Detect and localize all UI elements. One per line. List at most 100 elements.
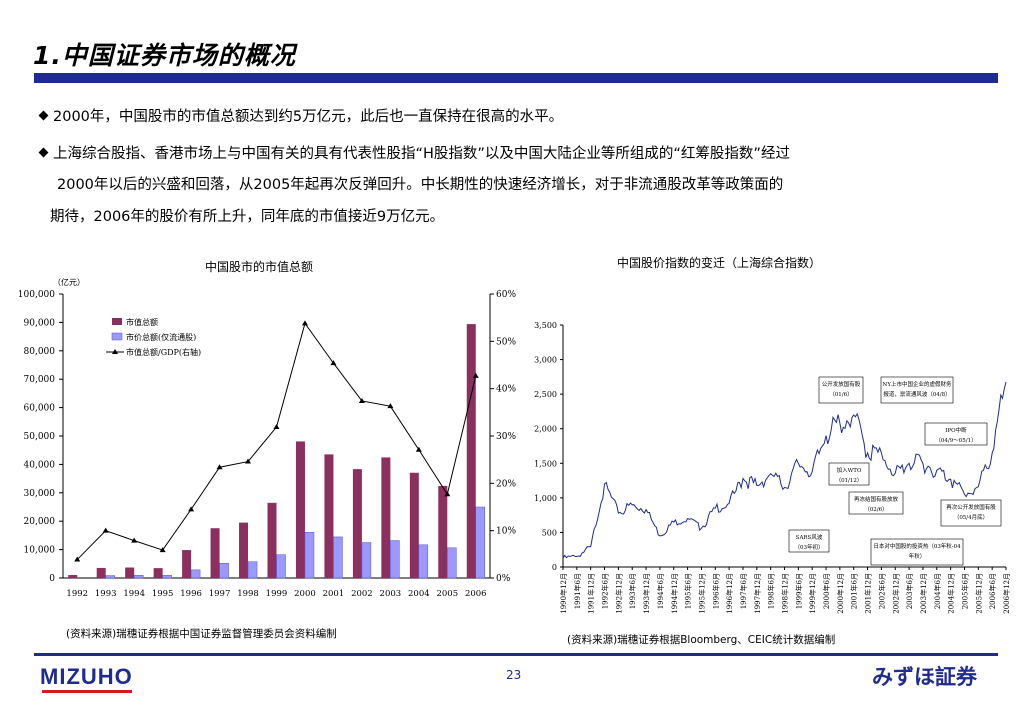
x-tick-label: 2006	[465, 589, 487, 599]
x-tick-label: 2002	[351, 589, 373, 599]
y-tick-label: 40,000	[24, 460, 56, 470]
bar-float-cap	[447, 547, 457, 579]
x-tick-label: 1997年6月	[739, 573, 748, 609]
x-tick-label: 2002年6月	[877, 573, 886, 609]
annotation-box	[940, 499, 1002, 527]
annotation-text: 报道，禀流通风波（04/8）	[883, 390, 950, 398]
x-tick-label: 2000年12月	[836, 573, 845, 614]
annotation-text: 年秋）	[909, 552, 926, 560]
x-tick-label: 1997	[209, 589, 231, 599]
title-underline-bar	[34, 73, 998, 83]
bar-market-cap	[68, 575, 78, 578]
x-tick-label: 2006年12月	[1002, 573, 1011, 614]
gdp-ratio-marker	[444, 491, 451, 497]
annotation-text: （02/6）	[864, 506, 887, 513]
diamond-bullet-icon	[38, 110, 49, 120]
x-tick-label: 1993年12月	[642, 573, 651, 614]
y-tick-label: 3,000	[534, 356, 557, 365]
y-tick-label: 70,000	[24, 375, 56, 385]
gdp-ratio-marker	[472, 372, 479, 378]
legend-marker-gdp	[112, 349, 118, 354]
legend-swatch-market-cap	[112, 318, 122, 325]
annotation-box	[788, 529, 830, 553]
right-chart-title: 中国股价指数的变迁（上海综合指数）	[617, 256, 822, 270]
gdp-ratio-marker	[74, 556, 81, 562]
x-tick-label: 2004年12月	[947, 573, 956, 614]
legend-label-float-cap: 市价总额(仅流通股)	[126, 332, 196, 342]
x-tick-label: 1994年6月	[656, 573, 665, 609]
annotation-text: （01/12）	[836, 477, 863, 484]
y-tick-label: 90,000	[24, 318, 56, 328]
bullet-1: 2000年，中国股市的市值总额达到约5万亿元，此后也一直保持在很高的水平。	[38, 103, 564, 132]
y-axis-unit: （亿元）	[53, 277, 85, 287]
y2-tick-label: 0%	[496, 574, 511, 584]
annotation-box	[880, 376, 954, 404]
page-number: 23	[506, 668, 522, 682]
gdp-ratio-marker	[131, 537, 138, 543]
bar-float-cap	[475, 506, 486, 579]
gdp-ratio-marker	[415, 446, 422, 452]
y2-tick-label: 20%	[496, 479, 516, 489]
bullet-2: 上海综合股指、香港市场上与中国有关的具有代表性股指“H股指数”以及中国大陆企业等…	[38, 140, 790, 169]
bullet-2-text: 上海综合股指、香港市场上与中国有关的具有代表性股指“H股指数”以及中国大陆企业等…	[53, 146, 790, 162]
y-tick-label: 0	[49, 574, 55, 584]
y2-tick-label: 50%	[496, 337, 516, 347]
x-tick-label: 2000	[294, 589, 316, 599]
diamond-bullet-icon	[38, 147, 49, 157]
x-tick-label: 1999	[266, 589, 288, 599]
x-tick-label: 1991年12月	[587, 573, 596, 614]
x-tick-label: 1998年6月	[767, 573, 776, 609]
annotation-text: NY上市中国企业的虚假财务	[883, 380, 952, 388]
annotation-text: （03年初）	[795, 543, 824, 551]
x-tick-label: 1992年12月	[614, 573, 623, 614]
bar-market-cap	[267, 502, 277, 578]
y-tick-label: 30,000	[24, 489, 56, 499]
bar-market-cap	[409, 472, 419, 578]
x-tick-label: 1992	[66, 589, 88, 599]
bar-market-cap	[210, 528, 220, 578]
annotation-text: （01/6）	[829, 391, 852, 398]
x-tick-label: 1995	[152, 589, 174, 599]
gdp-ratio-marker	[216, 464, 223, 470]
bullet-2-cont-1: 2000年以后的兴盛和回落，从2005年起再次反弹回升。中长期性的快速经济增长，…	[57, 177, 784, 193]
annotation-text: 再次公开发放国有股	[946, 503, 996, 511]
y2-tick-label: 10%	[496, 527, 516, 537]
y-tick-label: 3,500	[534, 321, 557, 330]
annotation-box	[848, 491, 904, 515]
bullet-1-text: 2000年，中国股市的市值总额达到约5万亿元，此后也一直保持在很高的水平。	[53, 109, 564, 125]
bar-market-cap	[153, 568, 163, 578]
line-shanghai-index	[562, 381, 1007, 559]
gdp-ratio-marker	[102, 527, 109, 533]
bullet-2-cont-2: 期待，2006年的股价有所上升，同年底的市值接近9万亿元。	[50, 209, 445, 225]
x-tick-label: 1994年12月	[670, 573, 679, 614]
bar-float-cap	[162, 575, 172, 579]
x-tick-label: 2004	[408, 589, 430, 599]
legend-label-market-cap: 市值总额	[126, 317, 158, 327]
annotation-box	[870, 538, 964, 566]
bar-market-cap	[466, 324, 476, 578]
left-chart-title: 中国股市的市值总额	[205, 260, 314, 274]
legend-label-gdp: 市值总额/GDP(右轴)	[126, 347, 201, 357]
gdp-ratio-marker	[387, 403, 394, 409]
bar-market-cap	[438, 485, 448, 578]
bar-market-cap	[125, 567, 135, 578]
y-tick-label: 20,000	[24, 517, 56, 527]
y-tick-label: 100,000	[18, 290, 55, 300]
x-tick-label: 2001年12月	[864, 573, 873, 614]
annotation-text: IPO中断	[945, 426, 967, 434]
x-tick-label: 1994	[123, 589, 145, 599]
market-cap-chart: （亿元） 0 10,000 20,000 30,000 40,000 50,000 60,00…	[18, 277, 517, 599]
y-tick-label: 80,000	[24, 347, 56, 357]
x-tick-label: 2003	[380, 589, 402, 599]
bar-float-cap	[276, 554, 286, 579]
mizuho-logo-underline	[42, 690, 132, 693]
bar-float-cap	[247, 561, 258, 579]
x-tick-label: 2000年6月	[822, 573, 831, 609]
y-tick-label: 10,000	[24, 546, 56, 556]
annotation-box	[818, 376, 864, 404]
annotation-box	[828, 462, 870, 486]
annotation-text: （05/4月底）	[954, 513, 988, 521]
gdp-ratio-marker	[273, 424, 280, 430]
gdp-ratio-marker	[301, 320, 308, 326]
y-tick-label: 60,000	[24, 404, 56, 414]
